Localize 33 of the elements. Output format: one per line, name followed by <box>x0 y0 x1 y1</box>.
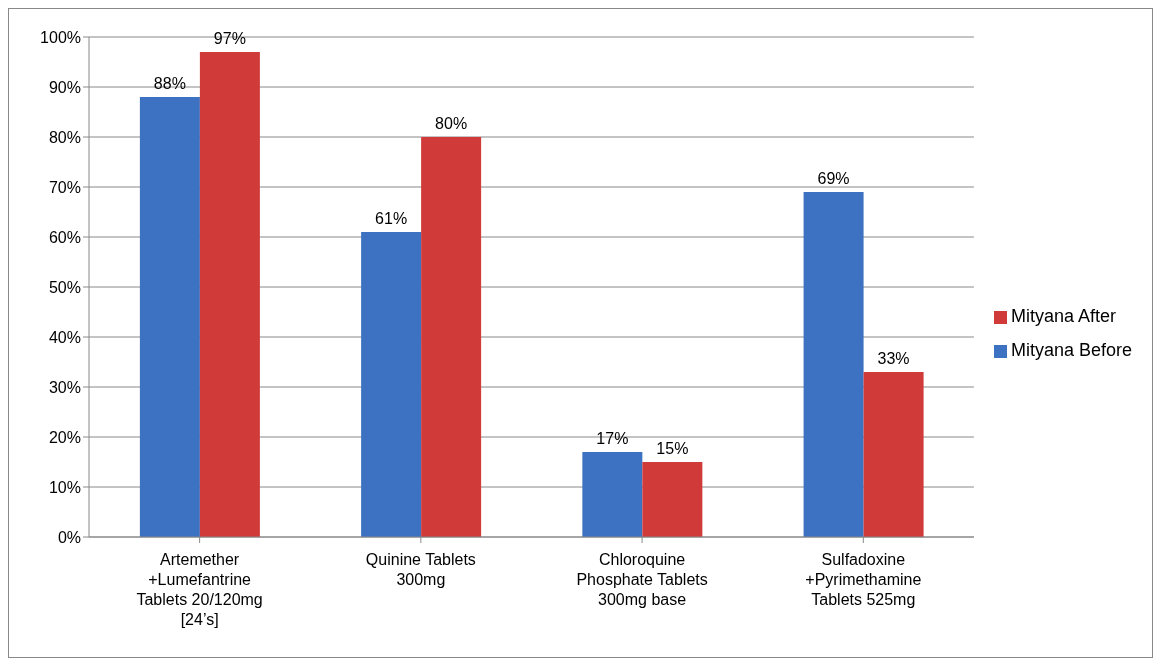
y-tick-label: 90% <box>48 78 81 96</box>
legend-label: Mityana Before <box>1010 340 1132 360</box>
y-tick-label: 0% <box>57 528 81 546</box>
y-tick-label: 80% <box>48 128 81 146</box>
bar <box>361 232 422 537</box>
y-tick-label: 100% <box>40 28 81 46</box>
bar <box>803 192 864 537</box>
x-tick-label: Quinine Tablets 300mg <box>365 551 476 588</box>
data-label: 69% <box>817 170 850 187</box>
bar <box>139 97 200 537</box>
legend-label: Mityana After <box>1010 306 1116 326</box>
data-label: 97% <box>213 30 246 47</box>
y-tick-label: 40% <box>48 328 81 346</box>
y-tick-label: 20% <box>48 428 81 446</box>
data-label: 17% <box>596 430 629 447</box>
data-label: 15% <box>656 440 689 457</box>
data-label: 88% <box>153 75 186 92</box>
bar <box>863 372 924 537</box>
y-tick-label: 50% <box>48 278 81 296</box>
y-tick-label: 10% <box>48 478 81 496</box>
bar <box>199 52 260 537</box>
x-tick-label: Artemether +Lumefantrine Tablets 20/120mg [24’s] <box>136 551 263 628</box>
data-label: 61% <box>375 210 408 227</box>
bar <box>421 137 482 537</box>
bar <box>642 462 703 537</box>
y-tick-label: 30% <box>48 378 81 396</box>
x-tick-label: Sulfadoxine +Pyrimethamine Tablets 525mg <box>805 551 922 608</box>
y-tick-label: 60% <box>48 228 81 246</box>
bar <box>582 452 643 537</box>
y-tick-label: 70% <box>48 178 81 196</box>
x-tick-label: Chloroquine Phosphate Tablets 300mg base <box>576 551 708 608</box>
data-label: 80% <box>435 115 468 132</box>
data-label: 33% <box>877 350 910 367</box>
